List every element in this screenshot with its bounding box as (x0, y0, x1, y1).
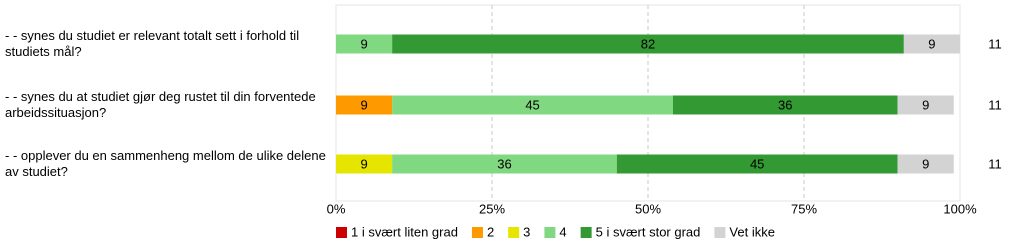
value-label: 9 (922, 156, 929, 171)
value-label: 9 (922, 97, 929, 112)
category-label: - - synes du studiet er relevant totalt … (5, 28, 300, 59)
bar-segment (616, 154, 898, 174)
legend-swatch (508, 227, 520, 238)
x-tick-label: 25% (479, 201, 505, 216)
value-label: 36 (497, 156, 511, 171)
category-label: - - opplever du en sammenheng mellom de … (5, 148, 326, 179)
bar-segment (672, 95, 898, 115)
value-label: 9 (360, 36, 367, 51)
legend-swatch (544, 227, 556, 238)
legend-label: 3 (523, 224, 530, 239)
bar-segment (897, 95, 954, 115)
legend-swatch (714, 227, 726, 238)
x-tick-label: 100% (943, 201, 977, 216)
value-label: 9 (928, 36, 935, 51)
legend-label: 4 (559, 224, 566, 239)
x-tick-label: 0% (327, 201, 346, 216)
legend-label: 5 i svært stor grad (596, 224, 701, 239)
value-label: 9 (360, 97, 367, 112)
legend-label: 1 i svært liten grad (351, 224, 458, 239)
bar-segment (336, 154, 393, 174)
legend-label: Vet ikke (729, 224, 775, 239)
x-tick-label: 75% (791, 201, 817, 216)
value-label: 9 (360, 156, 367, 171)
n-label: 11 (988, 36, 1002, 51)
category-label: - - synes du at studiet gjør deg rustet … (5, 89, 316, 120)
bar-segment (897, 154, 954, 174)
value-label: 45 (525, 97, 539, 112)
value-label: 82 (641, 36, 655, 51)
x-tick-label: 50% (635, 201, 661, 216)
legend-swatch (471, 227, 483, 238)
bar-segment (336, 95, 393, 115)
bar-segment (392, 34, 904, 54)
legend-label: 2 (487, 224, 494, 239)
value-label: 45 (750, 156, 764, 171)
value-label: 36 (778, 97, 792, 112)
legend-swatch (580, 227, 592, 238)
bar-segment (336, 34, 393, 54)
n-label: 11 (988, 156, 1002, 171)
bar-segment (392, 154, 617, 174)
bar-segment (903, 34, 960, 54)
n-label: 11 (988, 97, 1002, 112)
legend-swatch (336, 227, 347, 238)
bar-segment (392, 95, 673, 115)
